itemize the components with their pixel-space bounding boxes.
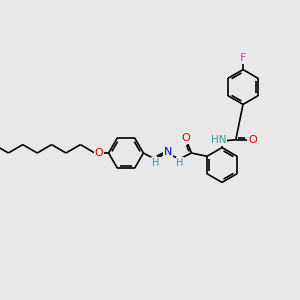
Text: O: O [182, 133, 190, 143]
Text: N: N [164, 147, 172, 157]
Text: HN: HN [211, 135, 226, 145]
Text: O: O [94, 148, 103, 158]
Text: H: H [152, 158, 159, 168]
Text: O: O [248, 135, 257, 145]
Text: H: H [176, 158, 184, 168]
Text: F: F [240, 53, 246, 63]
